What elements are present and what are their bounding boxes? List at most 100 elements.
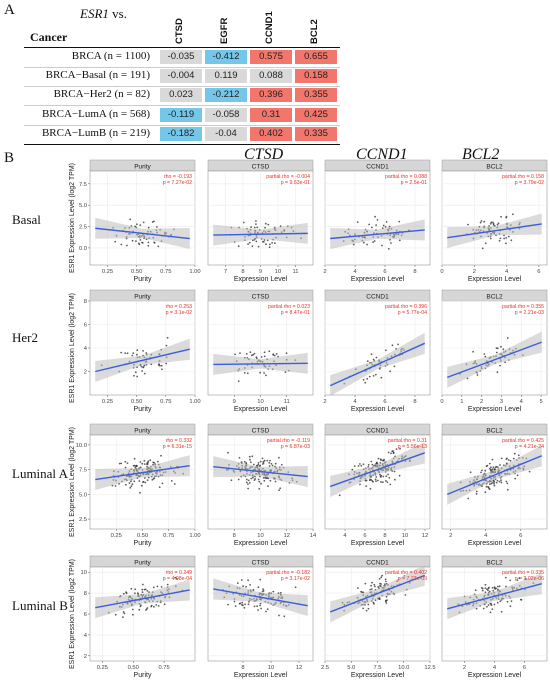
table-cell-ctsd: -0.004 [160,69,202,84]
scatter-point [497,588,499,591]
scatter-point [398,474,401,477]
scatter-point [237,380,240,383]
scatter-point [252,476,254,479]
tick-label-x: 2 [323,399,326,405]
scatter-point [360,465,363,467]
tick-label-x: 0.25 [102,399,113,405]
scatter-point [152,586,155,589]
scatter-point [147,460,150,463]
scatter-point [149,459,152,462]
tick-label-x: 8 [413,399,416,405]
scatter-point [362,607,364,610]
scatter-point [476,374,479,376]
tick-label-x: 2 [480,399,483,405]
scatter-point [499,600,502,603]
scatter-point [374,585,376,588]
scatter-point [387,451,390,454]
tick-label-x: 6 [537,269,540,275]
scatter-point [252,589,255,591]
table-rule-top [24,47,340,49]
x-axis-label: Expression Level [468,276,522,283]
scatter-point [374,215,376,218]
scatter-point [160,586,163,588]
stat-rho: rho = 0.249 [166,570,193,576]
scatter-point [143,372,146,375]
scatter-point [481,247,484,250]
scatter-point [496,601,499,604]
scatter-point [379,473,381,476]
tick-label-y: 10 [81,570,87,576]
x-axis-label: Expression Level [234,540,288,547]
scatter-point [252,353,255,356]
fit-line [213,232,308,236]
scatter-point [134,371,137,374]
table-cell-ccnd1: 0.575 [250,50,292,64]
scatter-point [234,605,237,607]
scatter-point [250,226,253,229]
scatter-point [249,351,252,354]
scatter-point [151,221,154,223]
scatter-point [237,478,240,481]
scatter-point [374,373,377,376]
scatter-point [122,616,124,618]
scatter-point [369,588,372,591]
scatter-point [378,598,381,600]
tick-label-y: 0.0 [79,246,87,252]
tick-label-x: 6 [519,533,522,539]
facet-label: CTSD [252,427,270,434]
scatter-point [114,613,117,616]
scatter-point [120,243,123,246]
scatter-point [131,483,134,486]
tick-label-y: 4 [84,633,88,639]
scatter-point [364,381,367,384]
tick-label-x: 5.0 [347,665,355,671]
stat-rho: partial.rho = -0.004 [266,174,310,180]
tick-label-x: 2 [449,533,452,539]
scatter-point [496,479,499,482]
scatter-point [130,480,132,483]
scatter-point [160,364,163,367]
stat-rho: partial.rho = 0.402 [385,570,427,576]
stat-rho: partial.rho = 0.158 [502,174,544,180]
scatter-point [243,606,246,609]
scatter-point [382,459,385,462]
scatter-point [500,345,502,348]
scatter-point [499,237,502,240]
scatter-point [389,483,392,486]
tick-label-y: 2 [84,654,87,660]
scatter-point [242,221,245,224]
scatter-point [467,223,469,226]
scatter-point [505,242,507,245]
scatter-point [258,480,261,483]
tick-label-x: 5 [539,399,542,405]
scatter-point [357,587,359,589]
scatter-point [371,226,373,229]
scatter-point [488,488,491,490]
scatter-point [498,480,501,483]
scatter-point [518,577,521,580]
col-title-ctsd: CTSD [244,146,284,163]
scatter-point [493,586,496,589]
table-row: BRCA−Her2 (n = 82) 0.023 -0.212 0.396 0.355 [24,86,340,107]
scatter-point [373,602,375,605]
tick-label-x: 0 [440,399,443,405]
scatter-point [263,351,266,354]
scatter-point [380,481,382,483]
facet-label: BCL2 [486,163,503,170]
tick-label-x: 12 [284,533,290,539]
scatter-point [484,242,487,245]
stat-p: p = 4.98e-04 [163,576,192,582]
scatter-point [163,603,166,606]
scatter-point [388,477,391,479]
scatter-point [175,577,178,580]
table-row: BRCA−LumA (n = 568) -0.119 -0.058 0.31 0.425 [24,106,340,126]
scatter-point [365,485,368,487]
scatter-point [126,244,128,247]
scatter-point [259,602,262,605]
scatter-point [266,239,269,242]
scatter-point [122,592,125,595]
scatter-point [385,475,388,478]
scatter-point [140,484,143,487]
scatter-point [387,248,390,250]
tick-label-x: 2 [323,269,326,275]
